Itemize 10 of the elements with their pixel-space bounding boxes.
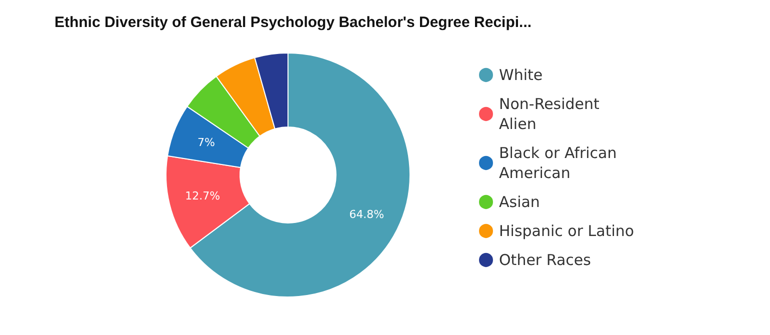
legend-label: Black or African American	[499, 144, 622, 182]
legend-label: White	[499, 66, 543, 84]
data-label: 7%	[197, 136, 215, 150]
data-label: 12.7%	[185, 190, 220, 203]
chart-title: Ethnic Diversity of General Psychology Bachelor's Degree Recipi...	[54, 14, 532, 31]
legend-label: Hispanic or Latino	[499, 222, 634, 240]
legend-label: Non-Resident Alien	[499, 95, 604, 133]
data-label: 64.8%	[349, 208, 384, 221]
legend-label: Asian	[499, 193, 540, 211]
legend-label: Other Races	[499, 251, 592, 269]
